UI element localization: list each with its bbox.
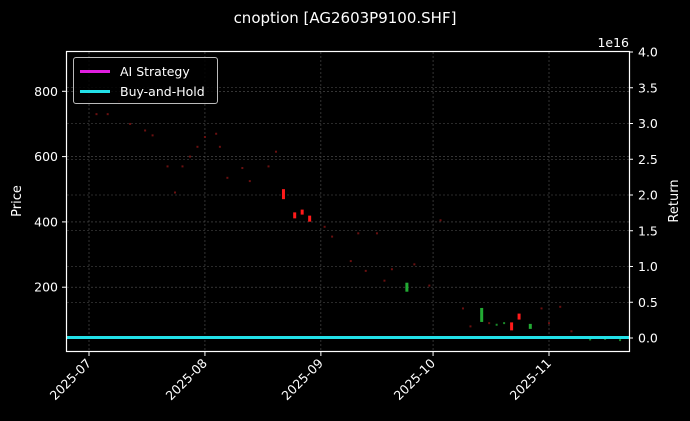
- candle: [480, 307, 484, 322]
- candle: [293, 212, 297, 219]
- grid: [67, 52, 629, 351]
- ai-strategy-swatch-icon: [80, 69, 110, 73]
- chart-title: cnoption [AG2603P9100.SHF]: [233, 9, 457, 27]
- candle: [390, 268, 393, 271]
- candle: [469, 325, 472, 328]
- legend: AI Strategy Buy-and-Hold: [73, 57, 218, 104]
- candle: [488, 322, 491, 325]
- candle: [548, 322, 550, 325]
- candle: [383, 279, 386, 282]
- candle: [196, 145, 199, 148]
- candle: [188, 155, 191, 158]
- candle: [95, 113, 98, 116]
- candle: [308, 215, 312, 222]
- x-tick-label: 2025-09: [278, 355, 326, 403]
- legend-label: AI Strategy: [120, 63, 190, 79]
- y-axis-right-label: Return: [667, 179, 682, 222]
- candle: [349, 260, 352, 263]
- x-tick-label: 2025-10: [391, 355, 439, 403]
- candle: [174, 191, 177, 194]
- candle: [274, 150, 277, 153]
- plot-frame: [65, 50, 631, 353]
- y-right-tick-label: 2.5: [638, 152, 658, 167]
- candle: [181, 165, 184, 168]
- candle: [495, 323, 498, 326]
- candle: [405, 282, 409, 292]
- candle: [461, 307, 464, 310]
- y-tick-label: 400: [34, 214, 58, 229]
- x-tick-label: 2025-08: [163, 355, 211, 403]
- y-axis-left: 200 400 600 800: [34, 84, 66, 295]
- candle: [226, 176, 229, 179]
- candle: [300, 209, 304, 215]
- y-right-tick-label: 4.0: [638, 45, 658, 60]
- candle: [503, 322, 506, 325]
- candle: [559, 305, 562, 308]
- y-tick-label: 600: [34, 149, 58, 164]
- candle: [570, 330, 573, 333]
- candle: [528, 323, 532, 329]
- candle: [375, 232, 378, 235]
- candle: [144, 129, 147, 132]
- candle: [218, 145, 221, 148]
- y-right-tick-label: 0.0: [638, 331, 658, 346]
- x-tick-label: 2025-11: [507, 356, 555, 404]
- y-right-tick-label: 2.0: [638, 188, 658, 203]
- candles: [95, 100, 622, 342]
- candle: [129, 122, 132, 125]
- candle: [619, 339, 622, 342]
- candle: [439, 219, 442, 222]
- y-axis-label: Price: [10, 185, 25, 217]
- candle: [364, 269, 367, 272]
- candle: [510, 322, 514, 331]
- candle: [241, 167, 244, 170]
- legend-item-ai-strategy: AI Strategy: [80, 62, 190, 80]
- candle: [215, 132, 218, 135]
- candle: [151, 134, 154, 137]
- candle: [248, 180, 251, 183]
- y-right-tick-label: 3.5: [638, 80, 658, 95]
- candle: [166, 165, 169, 168]
- candle: [106, 113, 109, 116]
- y-right-tick-label: 0.5: [638, 295, 658, 310]
- candle: [331, 235, 334, 238]
- candle: [428, 284, 431, 287]
- candle: [281, 189, 285, 200]
- candle: [203, 136, 206, 139]
- candle: [517, 313, 521, 320]
- legend-label: Buy-and-Hold: [120, 83, 205, 99]
- y-tick-label: 800: [34, 84, 58, 99]
- y-right-tick-label: 1.0: [638, 259, 658, 274]
- right-axis-offset: 1e16: [597, 35, 629, 50]
- y-tick-label: 200: [34, 280, 58, 295]
- candle: [323, 225, 326, 228]
- candle: [589, 338, 592, 341]
- y-axis-right: 0.0 0.5 1.0 1.5 2.0 2.5 3.0 3.5 4.0: [629, 45, 658, 346]
- legend-item-buy-and-hold: Buy-and-Hold: [80, 82, 205, 100]
- x-tick-label: 2025-07: [47, 356, 95, 404]
- candle: [413, 263, 416, 266]
- y-right-tick-label: 1.5: [638, 223, 658, 238]
- candle: [540, 307, 543, 310]
- candle: [267, 165, 270, 168]
- y-right-tick-label: 3.0: [638, 116, 658, 131]
- buy-and-hold-swatch-icon: [80, 89, 110, 93]
- x-axis: 2025-07 2025-08 2025-09 2025-10 2025-11: [47, 352, 555, 404]
- candle: [357, 232, 360, 235]
